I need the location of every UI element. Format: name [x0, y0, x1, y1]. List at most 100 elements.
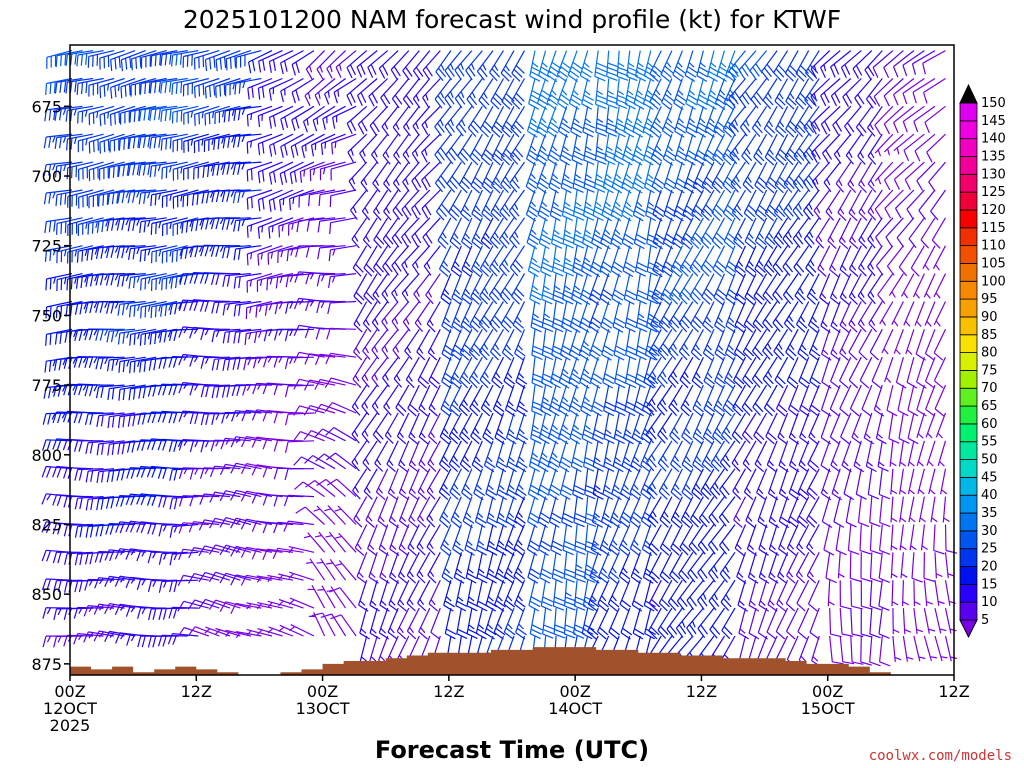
wind-barb [67, 189, 94, 208]
wind-barb [170, 273, 199, 289]
wind-barb [840, 412, 852, 445]
wind-barb [744, 217, 757, 250]
wind-barb [907, 468, 915, 495]
wind-barb [538, 50, 552, 83]
wind-barb [172, 189, 199, 209]
wind-barb [183, 133, 209, 153]
wind-barb [503, 552, 516, 584]
wind-barb [551, 552, 565, 584]
wind-barb [797, 468, 810, 501]
wind-barb [398, 440, 410, 473]
wind-barb [595, 78, 608, 109]
wind-barb [874, 105, 894, 136]
wind-barb [158, 495, 188, 508]
wind-barb [923, 635, 938, 662]
wind-barb [492, 384, 505, 417]
wind-barb [279, 189, 304, 212]
wind-barb [333, 77, 357, 104]
wind-barb [66, 133, 94, 151]
wind-barb [668, 301, 683, 333]
wind-barb [351, 440, 368, 472]
wind-barb [857, 245, 873, 277]
wind-barb [481, 189, 494, 222]
wind-barb [199, 300, 230, 312]
wind-barb [750, 78, 768, 109]
wind-barb [690, 329, 704, 361]
wind-barb [435, 50, 452, 81]
wind-barb [357, 105, 378, 135]
wind-barb [188, 521, 220, 533]
wind-barb [573, 496, 586, 528]
wind-barb [509, 245, 526, 277]
credit-text: coolwx.com/models [869, 748, 1012, 764]
wind-barb [169, 300, 199, 315]
wind-barb [136, 465, 167, 478]
wind-barb [128, 245, 157, 260]
colorbar-label: 95 [981, 292, 998, 307]
wind-barb [886, 245, 904, 276]
wind-barb [863, 412, 875, 445]
colorbar-label: 40 [981, 488, 998, 503]
wind-barb [879, 301, 894, 326]
wind-barb [808, 384, 821, 417]
wind-barb [514, 496, 526, 529]
wind-barb [600, 301, 614, 333]
wind-barb [183, 105, 209, 125]
wind-barb [392, 105, 410, 137]
wind-barb [635, 329, 649, 361]
wind-barb [160, 77, 188, 94]
colorbar-label: 100 [981, 274, 1006, 289]
wind-barb [491, 106, 505, 138]
wind-barb [537, 189, 551, 222]
wind-barb [404, 328, 420, 360]
wind-barb [126, 440, 157, 453]
wind-barb [714, 78, 729, 110]
wind-barb [765, 161, 779, 194]
wind-barb [233, 328, 262, 344]
wind-barb [536, 106, 550, 138]
wind-barb [599, 273, 613, 306]
wind-barb [77, 133, 104, 153]
wind-barb [531, 357, 544, 388]
wind-barb [395, 384, 410, 417]
wind-barb [944, 607, 957, 634]
wind-barb [738, 78, 757, 109]
wind-barb [661, 106, 676, 138]
wind-barb [280, 105, 304, 131]
colorbar-segment [959, 459, 978, 478]
wind-barb [77, 217, 104, 236]
wind-barb [783, 301, 799, 333]
wind-barb [362, 328, 378, 360]
wind-barb [45, 328, 73, 346]
wind-barb [722, 384, 736, 417]
wind-barb [441, 329, 455, 361]
wind-barb [692, 412, 705, 445]
wind-barb [797, 607, 810, 640]
wind-barb [607, 552, 620, 584]
wind-barb [739, 105, 757, 137]
wind-barb [398, 496, 410, 529]
wind-barb [922, 50, 946, 75]
wind-barb [688, 524, 704, 556]
wind-barb [204, 50, 231, 71]
wind-barb [785, 78, 799, 110]
wind-barb [734, 273, 747, 306]
wind-barb [703, 356, 716, 389]
wind-barb [785, 607, 799, 640]
wind-barb [850, 635, 864, 665]
chart-title: 2025101200 NAM forecast wind profile (kt… [183, 5, 841, 34]
colorbar-segment [959, 173, 978, 193]
wind-barb [313, 505, 336, 525]
wind-barb [909, 524, 917, 551]
wind-barb [596, 607, 610, 640]
wind-barb [162, 217, 188, 237]
x-tick-label: 12OCT [43, 699, 97, 718]
wind-barb [293, 378, 325, 390]
wind-barb [772, 245, 789, 277]
wind-barb [93, 630, 125, 642]
wind-barb [804, 78, 820, 110]
wind-barb [902, 50, 925, 77]
wind-barb [914, 301, 925, 327]
wind-barb [604, 134, 617, 166]
